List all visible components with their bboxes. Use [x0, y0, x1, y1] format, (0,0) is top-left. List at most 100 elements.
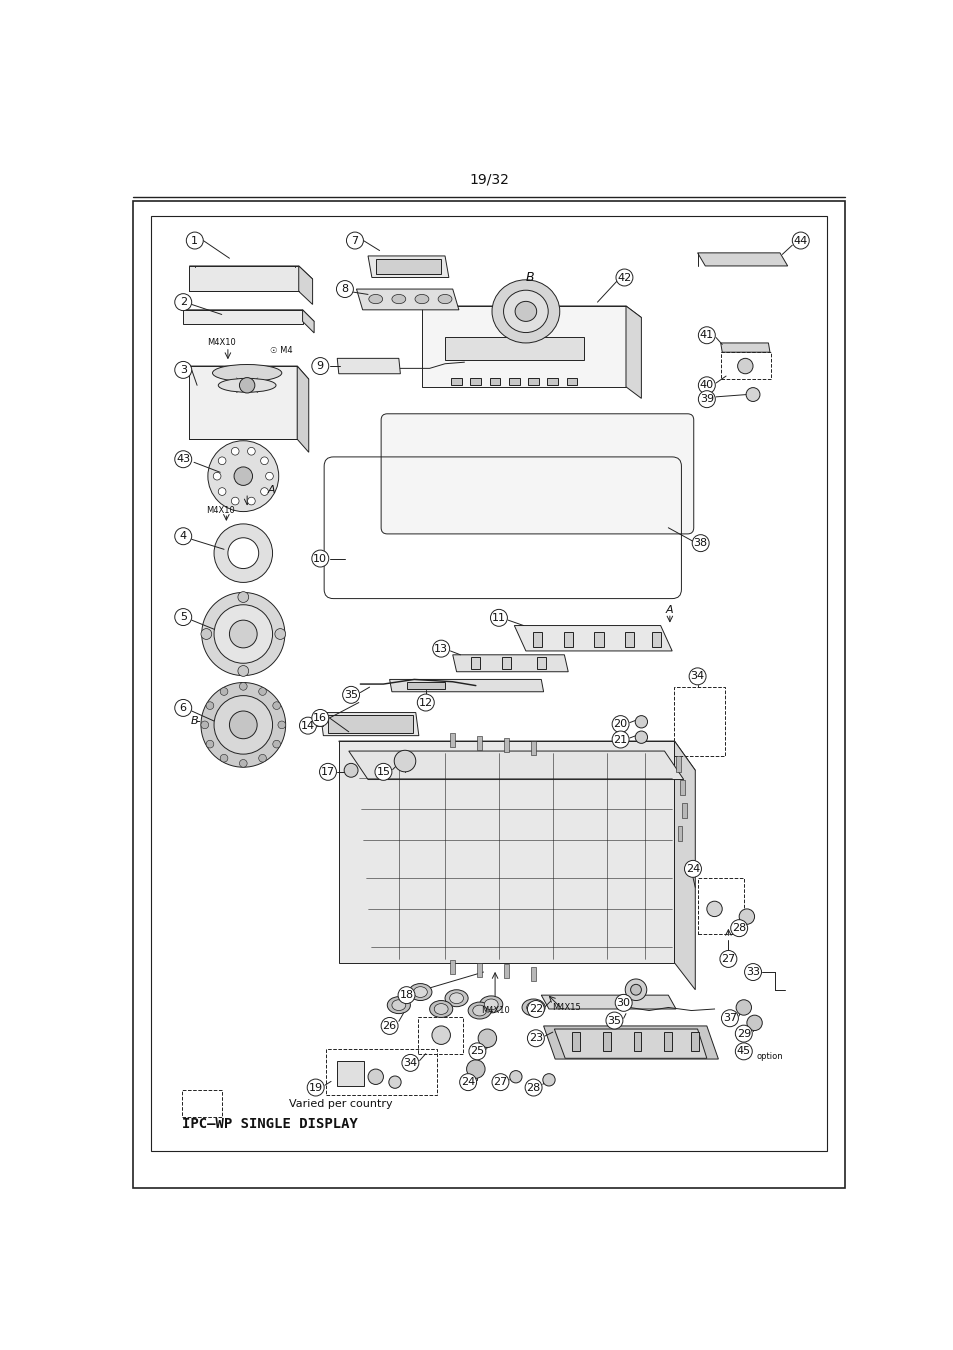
Ellipse shape	[521, 999, 544, 1017]
Ellipse shape	[503, 290, 548, 332]
Text: A: A	[665, 605, 673, 616]
Circle shape	[635, 716, 647, 728]
Circle shape	[319, 763, 336, 780]
Circle shape	[174, 528, 192, 544]
Text: 17: 17	[320, 767, 335, 776]
Bar	[470, 378, 480, 385]
Circle shape	[201, 721, 209, 729]
Text: 14: 14	[300, 721, 314, 730]
Polygon shape	[190, 366, 309, 379]
Polygon shape	[183, 310, 314, 321]
Ellipse shape	[468, 1002, 491, 1019]
Circle shape	[612, 732, 628, 748]
Polygon shape	[336, 358, 400, 374]
Text: 27: 27	[720, 954, 735, 964]
Circle shape	[720, 1010, 738, 1027]
Text: 43: 43	[176, 454, 190, 464]
Circle shape	[229, 620, 257, 648]
Text: 15: 15	[376, 767, 390, 776]
Text: 29: 29	[736, 1029, 750, 1038]
Bar	[508, 378, 519, 385]
Polygon shape	[338, 741, 674, 963]
Text: 20: 20	[613, 720, 627, 729]
Circle shape	[394, 751, 416, 772]
Circle shape	[527, 1000, 544, 1018]
Bar	[533, 632, 541, 647]
Circle shape	[232, 497, 239, 505]
Text: 8: 8	[341, 284, 348, 294]
Circle shape	[490, 609, 507, 626]
Ellipse shape	[437, 294, 452, 304]
Circle shape	[201, 593, 285, 675]
Ellipse shape	[409, 984, 432, 1000]
Circle shape	[737, 358, 752, 374]
Circle shape	[174, 609, 192, 625]
Circle shape	[174, 451, 192, 467]
FancyBboxPatch shape	[381, 414, 693, 533]
Ellipse shape	[479, 996, 502, 1012]
Circle shape	[509, 1071, 521, 1083]
Text: 21: 21	[613, 734, 627, 744]
Text: M4X10: M4X10	[207, 339, 235, 347]
Ellipse shape	[429, 1000, 453, 1018]
Bar	[676, 756, 679, 772]
Text: 22: 22	[528, 1004, 542, 1014]
Circle shape	[232, 447, 239, 455]
Circle shape	[745, 387, 760, 401]
Ellipse shape	[413, 987, 427, 998]
Circle shape	[389, 1076, 400, 1088]
Circle shape	[299, 717, 316, 734]
Text: option: option	[756, 1052, 782, 1061]
Circle shape	[206, 702, 213, 710]
Text: M4X15: M4X15	[552, 1003, 580, 1012]
Circle shape	[201, 683, 285, 767]
Bar	[679, 779, 684, 795]
Circle shape	[233, 467, 253, 486]
Bar	[624, 632, 634, 647]
Circle shape	[698, 377, 715, 394]
Circle shape	[237, 666, 249, 676]
Bar	[652, 632, 660, 647]
Bar	[504, 964, 508, 979]
Bar	[691, 1033, 699, 1052]
Circle shape	[477, 1029, 497, 1048]
Bar	[476, 736, 481, 749]
Circle shape	[213, 524, 273, 582]
Circle shape	[174, 362, 192, 378]
Circle shape	[342, 686, 359, 703]
Polygon shape	[625, 306, 640, 398]
Ellipse shape	[392, 294, 405, 304]
Text: 6: 6	[179, 703, 187, 713]
Bar	[417, 1017, 462, 1053]
Text: 7: 7	[351, 235, 358, 246]
Circle shape	[174, 699, 192, 717]
Bar	[328, 716, 413, 733]
Circle shape	[735, 1044, 752, 1060]
Text: 34: 34	[403, 1058, 417, 1068]
Text: 4: 4	[179, 531, 187, 541]
Circle shape	[307, 1079, 324, 1096]
Polygon shape	[421, 306, 640, 317]
Bar	[450, 733, 455, 747]
Circle shape	[381, 1018, 397, 1034]
Circle shape	[743, 964, 760, 980]
Polygon shape	[338, 741, 695, 771]
Circle shape	[229, 711, 257, 738]
Circle shape	[397, 987, 415, 1003]
Circle shape	[706, 902, 721, 917]
Circle shape	[792, 232, 808, 248]
Circle shape	[605, 1012, 622, 1029]
Circle shape	[277, 721, 285, 729]
Ellipse shape	[387, 996, 410, 1014]
Ellipse shape	[434, 1003, 448, 1014]
Text: 10: 10	[313, 554, 327, 563]
Bar	[489, 378, 500, 385]
Circle shape	[208, 440, 278, 512]
Bar	[537, 657, 545, 668]
Text: 28: 28	[731, 923, 745, 933]
Circle shape	[218, 456, 226, 464]
Text: 27: 27	[493, 1077, 507, 1087]
Polygon shape	[298, 266, 313, 305]
Polygon shape	[183, 310, 302, 324]
Circle shape	[237, 591, 249, 602]
